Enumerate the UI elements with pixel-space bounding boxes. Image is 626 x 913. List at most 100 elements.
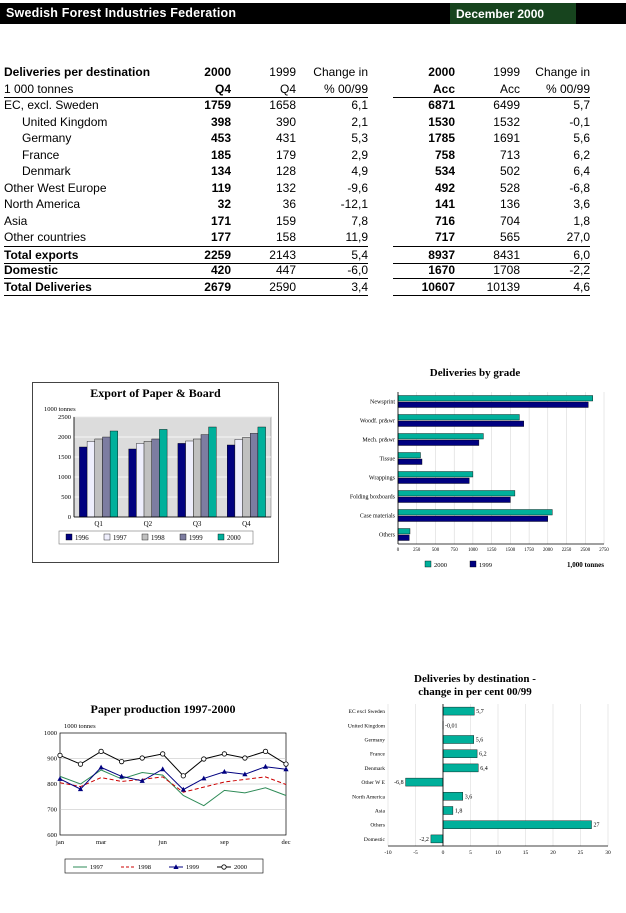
svg-text:15: 15 bbox=[523, 850, 529, 856]
svg-text:5: 5 bbox=[469, 850, 472, 856]
table-row: Other West Europe 119 132 -9,6 492 528 -6,8 bbox=[4, 180, 590, 197]
row-value: 2,9 bbox=[351, 147, 368, 162]
row-value: 704 bbox=[499, 213, 520, 228]
chart4-canvas: -10 -5 0 5 10 15 20 25 30 EC excl Sweden 5,7 United… bbox=[328, 698, 622, 868]
row-value: 5,7 bbox=[573, 98, 590, 112]
svg-text:1999: 1999 bbox=[186, 864, 199, 871]
svg-text:1000: 1000 bbox=[468, 548, 478, 553]
header-bar: Swedish Forest Industries Federation Dec… bbox=[0, 3, 626, 24]
svg-text:Domestic: Domestic bbox=[364, 837, 386, 843]
svg-text:30: 30 bbox=[605, 850, 611, 856]
row-value: 3,6 bbox=[573, 197, 590, 211]
row-value: 2143 bbox=[231, 245, 296, 264]
row-value: 185 bbox=[210, 147, 231, 162]
svg-text:United Kingdom: United Kingdom bbox=[348, 724, 386, 730]
row-value: 6871 bbox=[428, 98, 455, 112]
svg-text:600: 600 bbox=[47, 832, 57, 839]
col-header-1999-acc: 1999 bbox=[493, 65, 520, 79]
row-value: 141 bbox=[434, 197, 455, 211]
row-value: 1532 bbox=[493, 114, 520, 129]
table-row: Denmark 134 128 4,9 534 502 6,4 bbox=[4, 163, 590, 180]
svg-text:1998: 1998 bbox=[138, 864, 151, 871]
svg-text:Asia: Asia bbox=[375, 809, 386, 815]
svg-text:-5: -5 bbox=[413, 850, 418, 856]
svg-text:Denmark: Denmark bbox=[365, 766, 386, 772]
svg-text:250: 250 bbox=[413, 548, 421, 553]
column-gap bbox=[368, 262, 393, 279]
table-row: North America 32 36 -12,1 141 136 3,6 bbox=[4, 196, 590, 213]
svg-text:2750: 2750 bbox=[599, 548, 609, 553]
svg-text:1999: 1999 bbox=[479, 562, 492, 569]
table-row: Other countries 177 158 11,9 717 565 27,0 bbox=[4, 229, 590, 246]
chart-export-paper-board: Export of Paper & Board 0 500 1000 1500 2000… bbox=[32, 382, 279, 563]
svg-text:1000 tonnes: 1000 tonnes bbox=[44, 406, 76, 413]
svg-text:-0,01: -0,01 bbox=[445, 724, 458, 730]
row-value: -2,2 bbox=[520, 262, 590, 280]
row-value: 4,9 bbox=[351, 164, 368, 178]
svg-text:700: 700 bbox=[47, 806, 57, 813]
svg-text:2000: 2000 bbox=[234, 864, 247, 871]
row-value: 3,4 bbox=[296, 279, 368, 296]
row-value: 5,6 bbox=[573, 131, 590, 145]
svg-text:Other W E: Other W E bbox=[361, 780, 385, 786]
svg-text:1000: 1000 bbox=[58, 474, 71, 481]
svg-text:2500: 2500 bbox=[58, 414, 71, 421]
row-value: 717 bbox=[434, 230, 455, 244]
svg-text:3,6: 3,6 bbox=[465, 795, 473, 801]
row-label: Germany bbox=[22, 131, 72, 145]
svg-text:1,000 tonnes: 1,000 tonnes bbox=[567, 561, 604, 569]
row-value: 713 bbox=[499, 147, 520, 162]
chart-paper-production: Paper production 1997-2000 600 700 800 900 1… bbox=[26, 701, 300, 893]
column-gap bbox=[368, 213, 393, 230]
column-gap bbox=[368, 180, 393, 197]
table-row: Total exports 2259 2143 5,4 8937 8431 6,0 bbox=[4, 245, 590, 264]
svg-text:800: 800 bbox=[47, 781, 57, 788]
row-value: 534 bbox=[434, 164, 455, 178]
svg-text:0: 0 bbox=[68, 514, 71, 521]
table-row: Asia 171 159 7,8 716 704 1,8 bbox=[4, 213, 590, 230]
row-value: -12,1 bbox=[340, 197, 368, 211]
table-header-row: Deliveries per destination 2000 1999 Cha… bbox=[4, 64, 590, 81]
column-gap bbox=[368, 246, 393, 264]
svg-text:-10: -10 bbox=[384, 850, 392, 856]
row-value: 431 bbox=[275, 131, 296, 145]
row-value: 119 bbox=[211, 180, 231, 195]
row-value: 502 bbox=[499, 164, 520, 178]
row-value: 171 bbox=[210, 213, 231, 228]
svg-text:Woodf. pr&wr: Woodf. pr&wr bbox=[360, 417, 395, 424]
column-gap bbox=[368, 64, 393, 81]
row-value: 10139 bbox=[455, 279, 520, 296]
row-value: 1658 bbox=[269, 98, 296, 112]
column-gap bbox=[368, 163, 393, 180]
table-row: Germany 453 431 5,3 1785 1691 5,6 bbox=[4, 130, 590, 147]
row-value: 1670 bbox=[393, 262, 455, 280]
svg-text:0: 0 bbox=[397, 548, 400, 553]
row-value: 6,1 bbox=[351, 98, 368, 112]
row-value: 132 bbox=[275, 180, 296, 195]
svg-text:Tissue: Tissue bbox=[380, 456, 396, 462]
svg-text:mar: mar bbox=[96, 839, 107, 846]
col-header-2000-acc: 2000 bbox=[428, 65, 455, 79]
svg-text:Newsprint: Newsprint bbox=[370, 399, 395, 405]
row-value: 6,4 bbox=[573, 164, 590, 178]
row-value: 716 bbox=[434, 213, 455, 228]
svg-text:2000: 2000 bbox=[227, 535, 241, 542]
svg-text:500: 500 bbox=[432, 548, 440, 553]
row-value: 8431 bbox=[455, 245, 520, 264]
svg-text:2000: 2000 bbox=[58, 434, 71, 441]
svg-text:5,6: 5,6 bbox=[476, 738, 484, 744]
svg-text:Others: Others bbox=[370, 823, 385, 829]
column-gap bbox=[368, 81, 393, 98]
row-value: 32 bbox=[217, 197, 231, 211]
svg-text:1998: 1998 bbox=[151, 535, 165, 542]
row-value: 5,4 bbox=[296, 245, 368, 264]
chart1-canvas: 0 500 1000 1500 2000 2500 1000 tonnes Q1 Q2 Q3 Q4 1… bbox=[33, 401, 278, 553]
col-header-change-q4: Change in bbox=[313, 65, 368, 79]
svg-text:North America: North America bbox=[352, 795, 385, 801]
svg-text:0: 0 bbox=[442, 850, 445, 856]
column-gap bbox=[368, 279, 393, 296]
svg-text:France: France bbox=[370, 752, 386, 758]
row-value: 11,9 bbox=[345, 230, 368, 244]
row-value: 1759 bbox=[204, 98, 231, 112]
row-value: 565 bbox=[499, 230, 520, 244]
